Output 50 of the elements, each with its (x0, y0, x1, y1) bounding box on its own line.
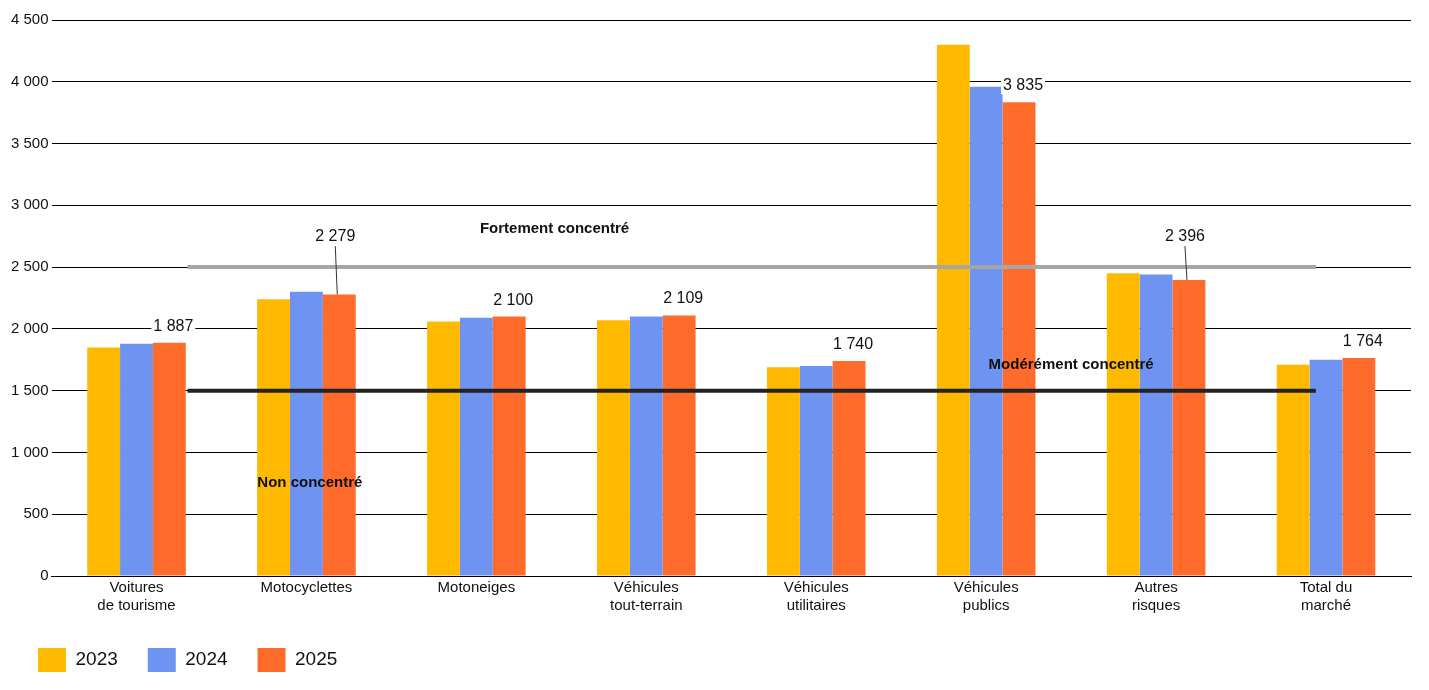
bar (427, 321, 460, 576)
y-tick-label: 4 000 (10, 71, 49, 89)
data-label: 2 109 (663, 289, 704, 307)
annotation: Non concentré (257, 472, 363, 490)
data-label: 1 764 (1342, 332, 1383, 350)
bar (492, 316, 526, 576)
x-tick-label: Autres risques (1131, 578, 1181, 614)
data-label: 1 887 (153, 316, 194, 334)
y-tick-label: 1 000 (10, 442, 49, 460)
bar (629, 316, 663, 576)
y-tick-label: 500 (23, 504, 49, 522)
bar (766, 367, 800, 576)
y-tick-label: 2 500 (10, 257, 49, 275)
bar (257, 299, 291, 576)
bar (1276, 364, 1310, 576)
bar (936, 44, 970, 576)
y-tick-label: 1 500 (10, 380, 49, 398)
bar (1172, 279, 1206, 576)
data-label: 1 740 (833, 335, 874, 353)
y-tick-label: 2 000 (10, 319, 49, 337)
bar (1309, 359, 1343, 576)
bar (1342, 358, 1376, 576)
bar (662, 315, 696, 576)
data-label: 3 835 (1003, 76, 1044, 94)
y-tick-label: 4 500 (10, 10, 49, 28)
ref-line-label: Fortement concentré (479, 219, 630, 237)
legend-label: 2024 (185, 648, 228, 670)
data-label: 2 100 (493, 290, 534, 308)
legend-label: 2025 (295, 648, 338, 670)
x-tick-label: Voitures de tourisme (97, 578, 176, 614)
ref-line-label: Modérément concentré (988, 354, 1154, 372)
bar (459, 317, 493, 576)
x-tick-label: Motocyclettes (260, 578, 353, 596)
bar (120, 343, 153, 576)
y-tick-label: 3 000 (10, 195, 49, 213)
bar (597, 320, 630, 576)
data-label: 2 279 (315, 227, 356, 245)
x-tick-label: Véhicules tout-terrain (610, 578, 683, 614)
x-tick-label: Motoneiges (437, 578, 516, 596)
x-tick-label: Véhicules publics (953, 578, 1019, 614)
y-tick-label: 0 (40, 566, 49, 584)
x-tick-label: Véhicules utilitaires (783, 578, 849, 614)
x-tick-label: Total du marché (1299, 578, 1353, 614)
bar (799, 365, 833, 576)
data-label: 2 396 (1164, 227, 1206, 245)
bar (87, 347, 121, 576)
bar (152, 342, 186, 576)
legend-label: 2023 (75, 648, 118, 670)
y-tick-label: 3 500 (10, 133, 49, 151)
bar (832, 361, 866, 576)
